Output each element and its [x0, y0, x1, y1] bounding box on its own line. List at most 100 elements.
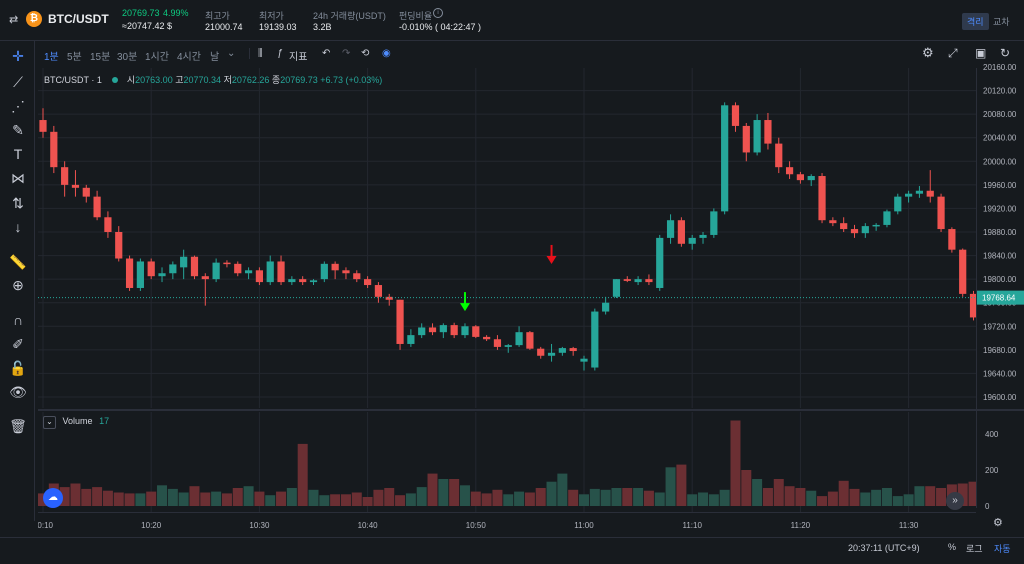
- candle[interactable]: [483, 335, 491, 342]
- collapse-chevron-icon[interactable]: ⌄: [43, 416, 56, 429]
- volume-bar[interactable]: [676, 464, 687, 506]
- candle[interactable]: [353, 270, 361, 283]
- candle[interactable]: [926, 170, 934, 203]
- candle[interactable]: [721, 102, 729, 215]
- candle[interactable]: [82, 184, 90, 203]
- candle[interactable]: [883, 209, 891, 228]
- price-axis[interactable]: 20160.00 20120.00 20080.00 20040.00 20000.00…: [976, 63, 1024, 511]
- candle[interactable]: [818, 173, 826, 224]
- candle[interactable]: [775, 137, 783, 174]
- candle[interactable]: [785, 161, 794, 179]
- candle[interactable]: [905, 190, 913, 203]
- volume-bar[interactable]: [752, 479, 763, 506]
- candle[interactable]: [39, 108, 47, 138]
- volume-bar[interactable]: [968, 481, 976, 506]
- lock-icon[interactable]: 🔓: [9, 360, 27, 376]
- volume-bar[interactable]: [838, 480, 849, 506]
- volume-bar[interactable]: [59, 487, 70, 506]
- volume-bar[interactable]: [70, 483, 81, 507]
- candle[interactable]: [147, 258, 155, 280]
- candle[interactable]: [569, 346, 577, 356]
- auto-toggle[interactable]: 자동: [994, 544, 1011, 554]
- candle[interactable]: [331, 261, 339, 280]
- volume-bar[interactable]: [330, 494, 341, 506]
- hide-drawings-icon[interactable]: ◉: [382, 48, 391, 59]
- volume-bar[interactable]: [957, 483, 968, 507]
- volume-bar[interactable]: [470, 491, 481, 506]
- volume-bar[interactable]: [557, 473, 568, 506]
- candle[interactable]: [504, 343, 512, 353]
- volume-bar[interactable]: [665, 467, 676, 506]
- volume-bar[interactable]: [427, 473, 438, 506]
- candle[interactable]: [829, 217, 837, 227]
- redo-icon[interactable]: ↷: [342, 48, 351, 59]
- interval-5m[interactable]: 5분: [67, 52, 82, 63]
- reset-icon[interactable]: ⟲: [361, 48, 370, 59]
- candle[interactable]: [612, 279, 621, 298]
- volume-bar[interactable]: [795, 488, 806, 506]
- candle[interactable]: [861, 223, 869, 238]
- candle[interactable]: [969, 290, 976, 321]
- eye-icon[interactable]: 👁: [9, 384, 27, 400]
- volume-bar[interactable]: [633, 488, 644, 506]
- candle[interactable]: [180, 249, 188, 280]
- candle[interactable]: [439, 323, 447, 339]
- candle[interactable]: [731, 102, 740, 132]
- volume-bar[interactable]: [373, 489, 384, 506]
- volume-bar[interactable]: [903, 494, 914, 506]
- volume-bar[interactable]: [351, 492, 362, 507]
- volume-bar[interactable]: [232, 488, 243, 506]
- volume-bar[interactable]: [643, 490, 654, 506]
- settings-icon[interactable]: ⚙: [922, 45, 934, 60]
- volume-bar[interactable]: [405, 493, 416, 506]
- axis-settings-icon[interactable]: ⚙: [993, 517, 1003, 529]
- volume-bar[interactable]: [741, 470, 752, 506]
- candle[interactable]: [959, 248, 967, 297]
- volume-bar[interactable]: [762, 488, 773, 506]
- candle[interactable]: [190, 255, 199, 280]
- candle[interactable]: [688, 234, 696, 250]
- volume-bar[interactable]: [340, 494, 351, 506]
- volume-bar[interactable]: [860, 492, 871, 507]
- candle[interactable]: [547, 343, 556, 362]
- volume-bar[interactable]: [936, 488, 947, 506]
- candle[interactable]: [753, 114, 761, 156]
- swap-icon[interactable]: ⇄: [9, 14, 19, 26]
- volume-bar[interactable]: [178, 492, 189, 507]
- volume-bar[interactable]: [892, 496, 903, 506]
- volume-bar[interactable]: [719, 489, 730, 506]
- candle[interactable]: [223, 260, 231, 268]
- candle[interactable]: [407, 329, 415, 347]
- volume-bar[interactable]: [297, 443, 308, 506]
- volume-bar[interactable]: [189, 486, 200, 506]
- scroll-right-icon[interactable]: »: [946, 492, 964, 510]
- candle[interactable]: [894, 193, 902, 215]
- interval-1m[interactable]: 1분: [44, 52, 59, 63]
- candle[interactable]: [699, 232, 707, 244]
- candle[interactable]: [418, 323, 426, 339]
- volume-bar[interactable]: [849, 488, 860, 506]
- candle[interactable]: [288, 276, 296, 286]
- volume-bar[interactable]: [925, 486, 936, 506]
- volume-bar[interactable]: [102, 490, 113, 506]
- candle[interactable]: [710, 208, 718, 238]
- candle[interactable]: [374, 282, 383, 303]
- candle[interactable]: [656, 234, 664, 291]
- trendline-icon[interactable]: ⟋: [13, 74, 23, 90]
- candle[interactable]: [764, 112, 772, 150]
- candle[interactable]: [61, 161, 69, 197]
- candle[interactable]: [742, 122, 750, 162]
- crosshair-icon[interactable]: ✛: [12, 48, 24, 64]
- volume-bar[interactable]: [589, 488, 600, 506]
- candle[interactable]: [158, 267, 166, 283]
- log-toggle[interactable]: 로그: [966, 544, 983, 554]
- candle[interactable]: [342, 267, 350, 280]
- candle[interactable]: [645, 274, 653, 286]
- candle[interactable]: [320, 261, 328, 283]
- refresh-icon[interactable]: ↻: [1000, 46, 1011, 60]
- candle[interactable]: [677, 217, 685, 247]
- volume-bar[interactable]: [395, 495, 406, 506]
- volume-bar[interactable]: [546, 481, 557, 506]
- interval-4h[interactable]: 4시간: [177, 52, 201, 63]
- candle[interactable]: [125, 255, 134, 291]
